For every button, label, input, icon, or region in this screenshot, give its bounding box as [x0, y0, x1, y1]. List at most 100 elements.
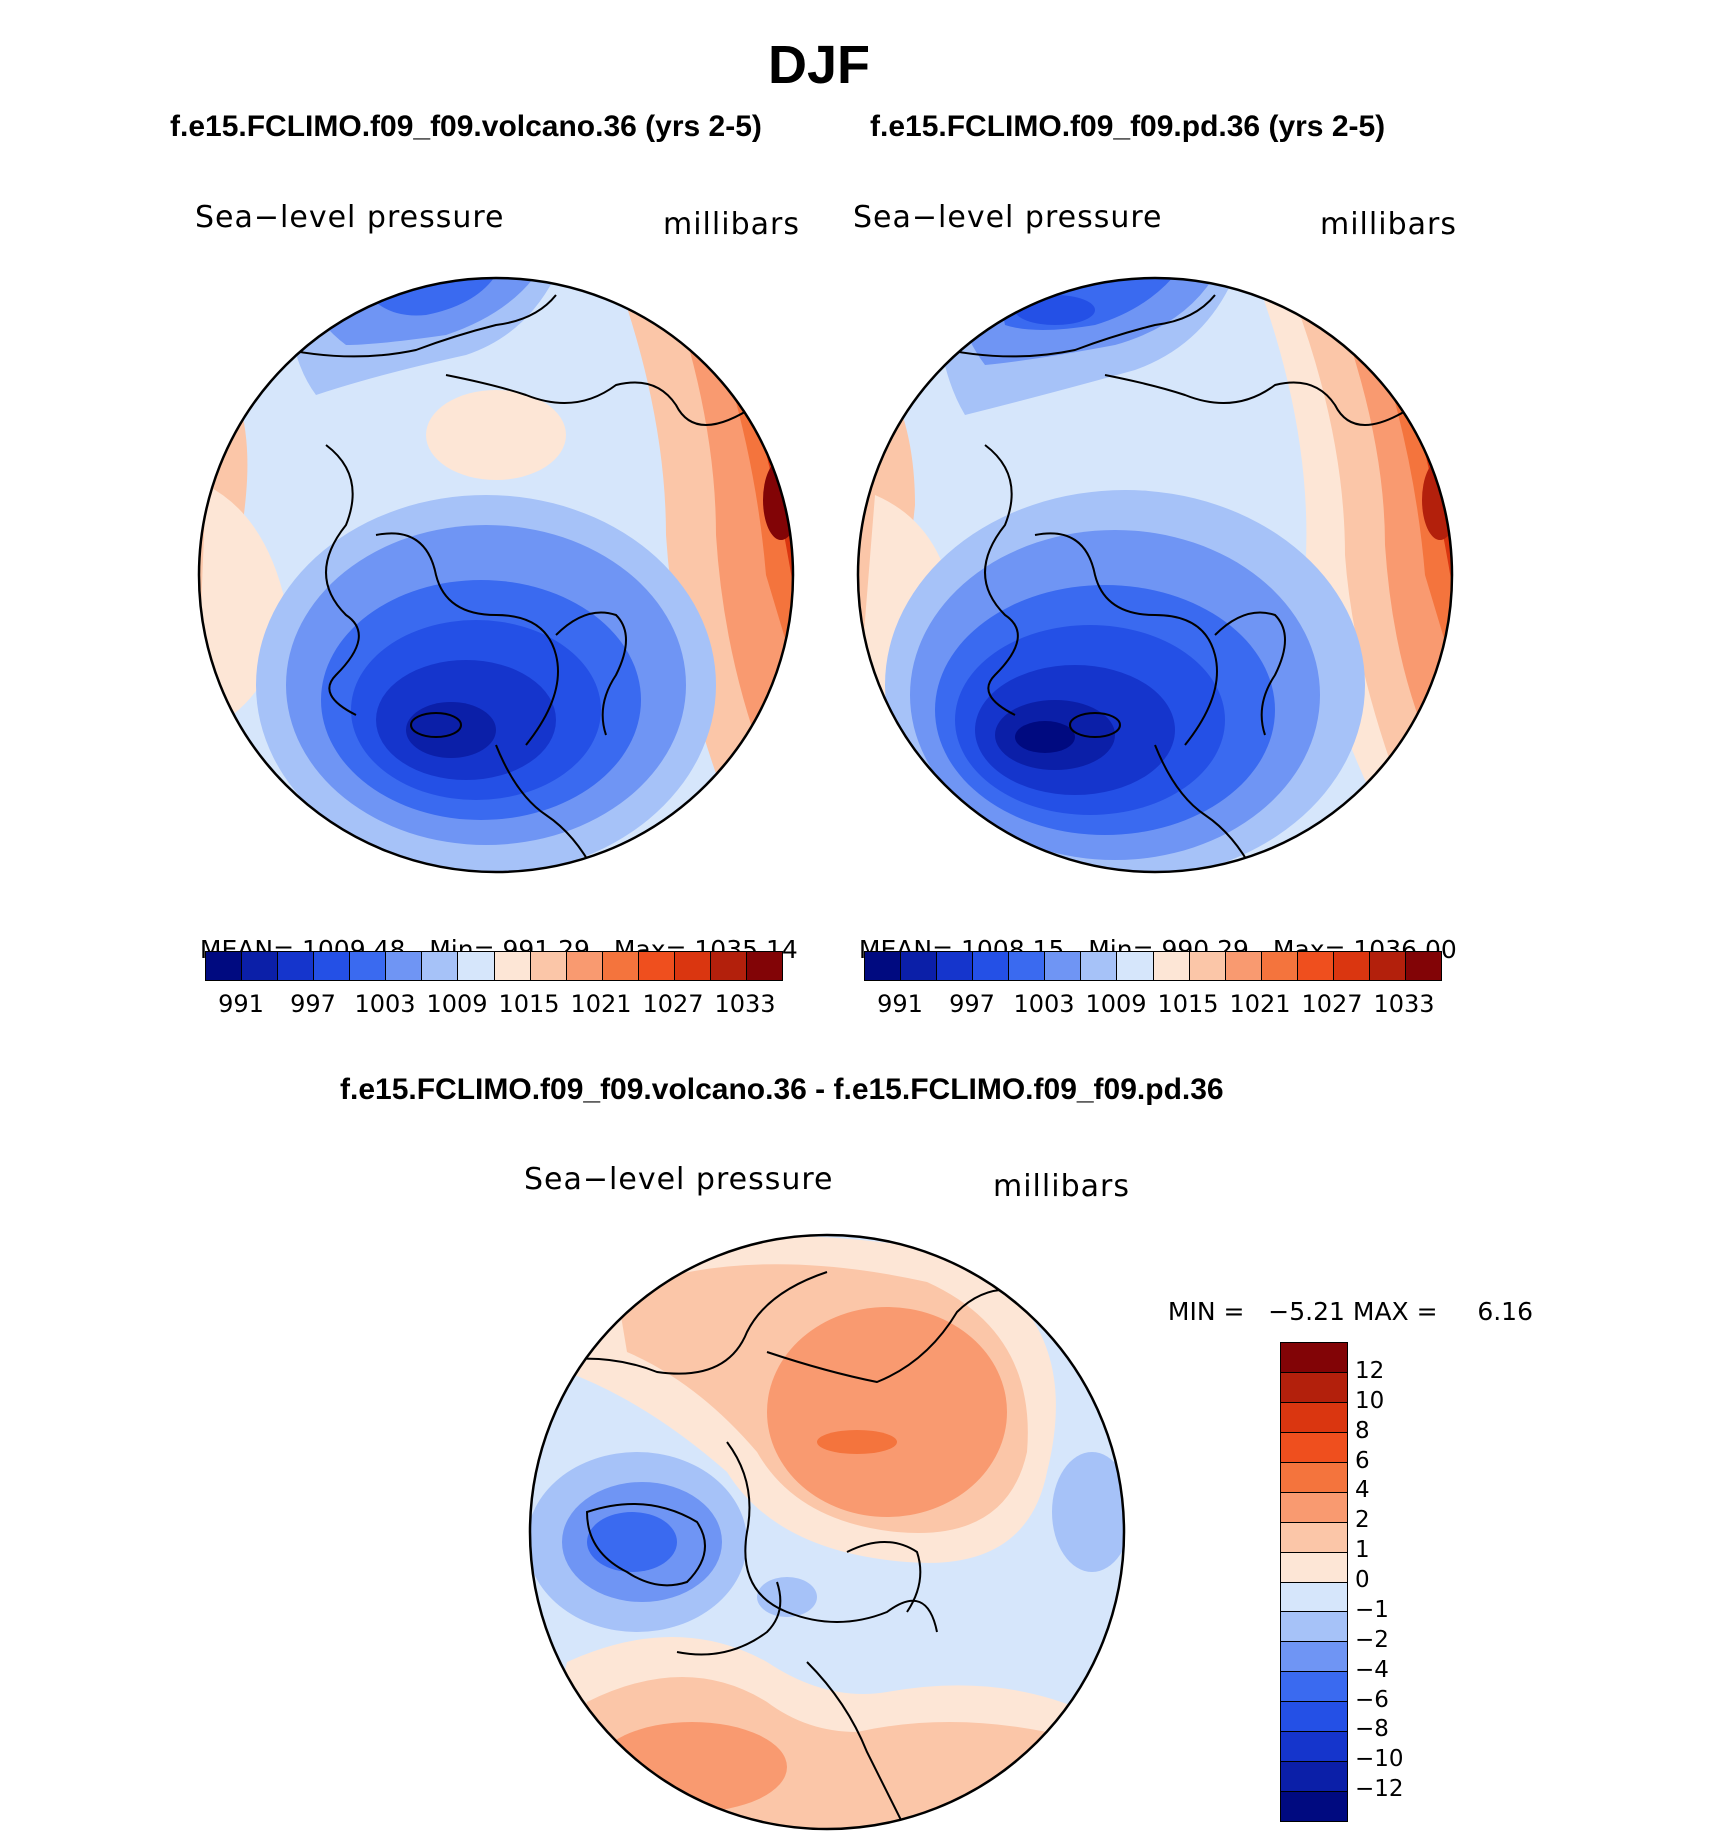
diff-panel-header: f.e15.FCLIMO.f09_f09.volcano.36 - f.e15.…: [340, 1073, 1224, 1106]
colorbar-tick-label: −6: [1355, 1686, 1389, 1713]
colorbar-swatch: [530, 952, 567, 980]
colorbar-swatch: [458, 952, 495, 980]
stat-max-label: MAX =: [1352, 1297, 1438, 1326]
colorbar-difference: [1280, 1342, 1348, 1822]
colorbar-tick-label: 1021: [570, 990, 632, 1018]
map-volcano-slp: [197, 276, 795, 874]
colorbar-swatch: [973, 952, 1010, 980]
colorbar-tick-label: −2: [1355, 1626, 1389, 1653]
colorbar-swatch: [1281, 1582, 1347, 1613]
colorbar-swatch: [1281, 1702, 1347, 1733]
stat-min-value: −5.21: [1268, 1297, 1345, 1326]
colorbar-swatch: [314, 952, 351, 980]
colorbar-swatch: [1297, 952, 1334, 980]
colorbar-tick-label: 1009: [1085, 990, 1147, 1018]
colorbar-swatch: [1225, 952, 1262, 980]
panel-pd-units: millibars: [1320, 207, 1457, 242]
colorbar-swatch: [674, 952, 711, 980]
colorbar-swatch: [494, 952, 531, 980]
colorbar-swatch: [1117, 952, 1154, 980]
diff-panel-units: millibars: [993, 1169, 1130, 1204]
colorbar-swatch: [1009, 952, 1046, 980]
colorbar-swatch: [1281, 1522, 1347, 1553]
colorbar-swatch: [638, 952, 675, 980]
colorbar-swatch: [865, 952, 902, 980]
colorbar-swatch: [1281, 1552, 1347, 1583]
colorbar-swatch: [566, 952, 603, 980]
map-pd-slp: [856, 276, 1454, 874]
colorbar-swatch: [1045, 952, 1082, 980]
colorbar-swatch: [1281, 1462, 1347, 1493]
colorbar-swatch: [1281, 1792, 1347, 1821]
colorbar-tick-label: 1015: [1157, 990, 1219, 1018]
colorbar-tick-label: 1: [1355, 1537, 1370, 1564]
colorbar-swatch: [278, 952, 315, 980]
page-title: DJF: [767, 35, 870, 95]
colorbar-swatch: [1281, 1343, 1347, 1373]
colorbar-tick-label: 1015: [498, 990, 560, 1018]
colorbar-tick-label: 1003: [1013, 990, 1075, 1018]
colorbar-tick-label: 1003: [354, 990, 416, 1018]
diff-panel-stats: MIN = −5.21 MAX = 6.16: [1152, 1268, 1533, 1326]
colorbar-tick-label: −1: [1355, 1596, 1389, 1623]
stat-max-value: 6.16: [1477, 1297, 1533, 1326]
colorbar-tick-label: 4: [1355, 1477, 1370, 1504]
colorbar-tick-label: 991: [877, 990, 923, 1018]
colorbar-swatch: [1281, 1372, 1347, 1403]
colorbar-swatch: [1281, 1762, 1347, 1793]
colorbar-tick-label: −10: [1355, 1746, 1404, 1773]
colorbar-tick-label: −4: [1355, 1656, 1389, 1683]
panel-pd-variable: Sea−level pressure: [853, 200, 1163, 235]
colorbar-tick-label: 1021: [1229, 990, 1291, 1018]
panel-volcano-variable: Sea−level pressure: [195, 200, 505, 235]
colorbar-swatch: [206, 952, 243, 980]
colorbar-pd: [864, 951, 1442, 981]
colorbar-pd-labels: 991 997 1003 1009 1015 1021 1027 1033: [864, 990, 1440, 1020]
colorbar-swatch: [1369, 952, 1406, 980]
map-difference-slp: [528, 1233, 1126, 1831]
colorbar-tick-label: 12: [1355, 1357, 1385, 1384]
colorbar-swatch: [1153, 952, 1190, 980]
colorbar-tick-label: 1027: [642, 990, 704, 1018]
colorbar-volcano: [205, 951, 783, 981]
colorbar-difference-labels: 12 10 8 6 4 2 1 0 −1 −2 −4 −6 −8 −10 −12: [1355, 1342, 1435, 1820]
colorbar-swatch: [1261, 952, 1298, 980]
diff-panel-variable: Sea−level pressure: [524, 1162, 834, 1197]
colorbar-swatch: [386, 952, 423, 980]
colorbar-tick-label: 997: [949, 990, 995, 1018]
panel-volcano-units: millibars: [663, 207, 800, 242]
colorbar-swatch: [710, 952, 747, 980]
colorbar-swatch: [242, 952, 279, 980]
colorbar-tick-label: 2: [1355, 1507, 1370, 1534]
colorbar-swatch: [1333, 952, 1370, 980]
stat-min-label: MIN =: [1167, 1297, 1245, 1326]
colorbar-swatch: [422, 952, 459, 980]
colorbar-tick-label: 1027: [1301, 990, 1363, 1018]
colorbar-swatch: [1281, 1642, 1347, 1673]
colorbar-tick-label: 1033: [1373, 990, 1435, 1018]
panel-pd-header: f.e15.FCLIMO.f09_f09.pd.36 (yrs 2-5): [870, 110, 1386, 143]
panel-volcano-header: f.e15.FCLIMO.f09_f09.volcano.36 (yrs 2-5…: [170, 110, 762, 143]
colorbar-swatch: [746, 952, 782, 980]
colorbar-swatch: [1281, 1732, 1347, 1763]
colorbar-tick-label: 8: [1355, 1417, 1370, 1444]
colorbar-swatch: [350, 952, 387, 980]
colorbar-tick-label: −8: [1355, 1716, 1389, 1743]
colorbar-tick-label: 1033: [714, 990, 776, 1018]
colorbar-tick-label: 0: [1355, 1567, 1370, 1593]
colorbar-swatch: [1081, 952, 1118, 980]
colorbar-swatch: [1281, 1492, 1347, 1523]
colorbar-swatch: [1281, 1612, 1347, 1643]
colorbar-swatch: [1189, 952, 1226, 980]
colorbar-tick-label: 997: [290, 990, 336, 1018]
colorbar-volcano-labels: 991 997 1003 1009 1015 1021 1027 1033: [205, 990, 781, 1020]
colorbar-swatch: [1281, 1402, 1347, 1433]
colorbar-swatch: [901, 952, 938, 980]
colorbar-tick-label: 6: [1355, 1447, 1370, 1474]
colorbar-swatch: [1281, 1672, 1347, 1703]
colorbar-swatch: [1281, 1432, 1347, 1463]
colorbar-tick-label: 10: [1355, 1387, 1385, 1414]
colorbar-swatch: [937, 952, 974, 980]
colorbar-tick-label: −12: [1355, 1776, 1404, 1803]
colorbar-swatch: [602, 952, 639, 980]
